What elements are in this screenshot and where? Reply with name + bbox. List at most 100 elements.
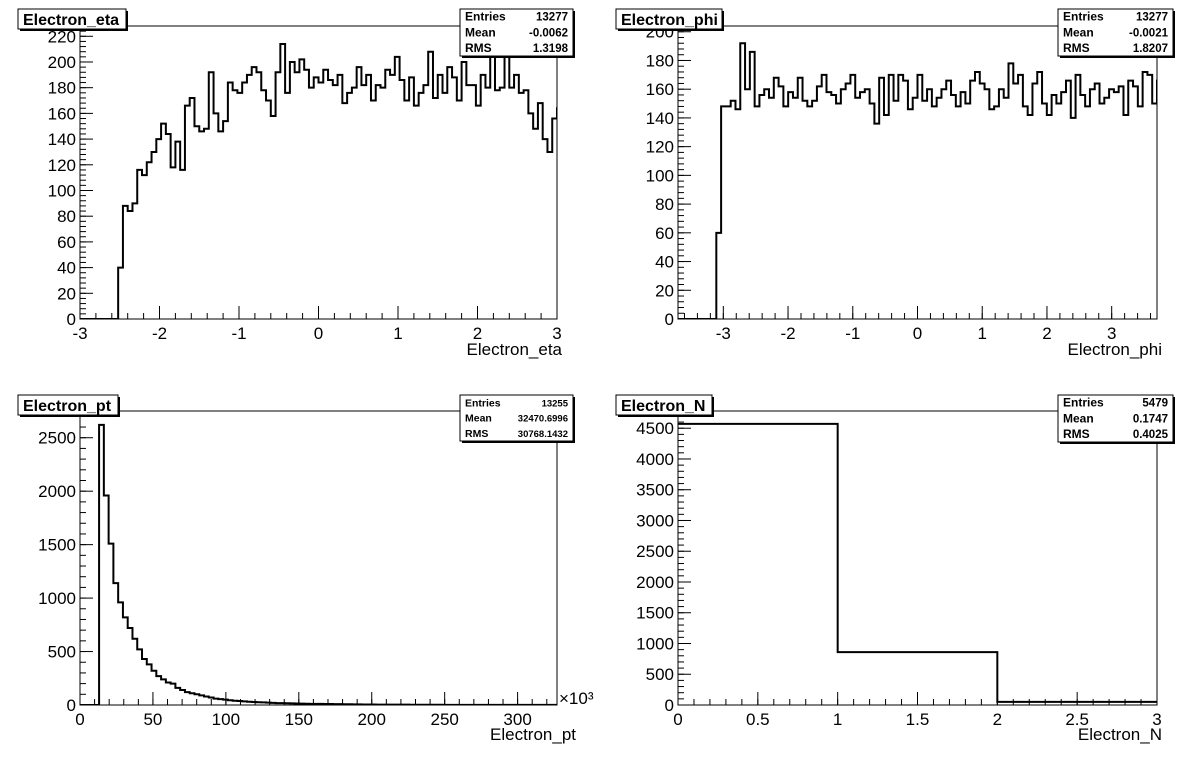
histogram-bin: [1109, 89, 1114, 319]
histogram-bin: [1191, 106, 1196, 319]
histogram-bin: [142, 659, 147, 705]
histogram-bin: [961, 92, 966, 319]
x-tick-label: -3: [72, 324, 87, 343]
x-tick-label: 0: [75, 710, 84, 729]
histogram-bin: [256, 72, 261, 319]
histogram-line: [80, 423, 557, 705]
histogram-bin: [605, 188, 610, 319]
y-tick-label: 200: [48, 53, 76, 72]
histogram-bin: [989, 109, 994, 319]
y-tick-label: 4500: [636, 419, 674, 438]
histogram-bin: [846, 83, 851, 319]
histogram-bin: [798, 78, 803, 319]
histogram-bin: [769, 98, 774, 319]
histogram-bin: [237, 93, 242, 319]
x-tick-label: -2: [152, 324, 167, 343]
histogram-bin: [831, 95, 836, 319]
stats-box: [1057, 8, 1174, 57]
histogram-bin: [586, 149, 591, 319]
histogram-bin: [543, 139, 548, 319]
histogram-bin: [252, 67, 257, 319]
stats-label-entries: Entries: [1063, 396, 1104, 410]
x-tick-label: -2: [780, 324, 795, 343]
histogram-bin: [937, 98, 942, 319]
stats-value-rms: 0.4025: [1133, 429, 1169, 441]
histogram-bin: [841, 89, 846, 319]
histogram-bin: [678, 424, 838, 705]
histogram-bin: [247, 75, 252, 319]
y-tick-label: 140: [48, 130, 76, 149]
x-axis-title: Electron_pt: [490, 725, 576, 744]
stats-box: [1057, 394, 1174, 443]
histogram-bin: [1080, 95, 1085, 319]
histogram-bin: [533, 129, 538, 319]
histogram-bin: [347, 93, 352, 319]
histogram-bin: [404, 101, 409, 319]
x-tick-label: -3: [716, 324, 731, 343]
y-tick-label: 160: [646, 80, 674, 99]
histogram-bin: [242, 83, 247, 319]
histogram-bin: [1104, 98, 1109, 319]
histogram-bin: [764, 89, 769, 319]
histogram-bin: [509, 88, 514, 319]
histogram-bin: [447, 67, 452, 319]
y-tick-label: 180: [48, 79, 76, 98]
histogram-bin: [956, 106, 961, 319]
histogram-bin: [152, 152, 157, 319]
histogram-bin: [913, 98, 918, 319]
histogram-bin: [1095, 83, 1100, 319]
stats-label-entries: Entries: [1063, 10, 1104, 24]
histogram-bin: [1047, 115, 1052, 319]
x-tick-label: 0: [314, 324, 323, 343]
histogram-bin: [812, 101, 817, 319]
histogram-bin: [600, 190, 605, 319]
chart-title: Electron_phi: [621, 12, 718, 29]
histogram-bin: [614, 216, 619, 319]
histogram-bin: [1009, 63, 1014, 319]
histogram-bin: [884, 115, 889, 319]
y-tick-label: 120: [646, 138, 674, 157]
y-tick-label: 4000: [636, 450, 674, 469]
histogram-bin: [1085, 106, 1090, 319]
histogram-bin: [788, 92, 793, 319]
title-box: [615, 394, 713, 416]
y-tick-label: 1500: [38, 536, 76, 555]
histogram-bin: [870, 104, 875, 319]
y-tick-label: 40: [655, 253, 674, 272]
histogram-bin: [567, 167, 572, 319]
y-tick-label: 3000: [636, 511, 674, 530]
histogram-bin: [161, 124, 166, 319]
histogram-bin: [1176, 101, 1181, 319]
histogram-bin: [156, 676, 161, 705]
stats-label-mean: Mean: [465, 25, 496, 39]
x-tick-label: 0.5: [746, 710, 770, 729]
histogram-bin: [290, 62, 295, 319]
y-tick-label: 100: [48, 181, 76, 200]
histogram-bin: [357, 67, 362, 319]
histogram-bin: [500, 88, 505, 319]
x-tick-label: 3: [1107, 324, 1116, 343]
x-tick-label: 2: [993, 710, 1002, 729]
histogram-bin: [571, 167, 576, 319]
histogram-bin: [433, 98, 438, 319]
x-tick-label: 1: [977, 324, 986, 343]
histogram-bin: [624, 316, 629, 319]
histogram-bin: [609, 190, 614, 319]
y-tick-label: 0: [67, 696, 76, 715]
y-tick-label: 80: [57, 207, 76, 226]
stats-value-mean: 0.1747: [1133, 413, 1168, 425]
x-tick-label: -1: [231, 324, 246, 343]
x-tick-label: 2: [473, 324, 482, 343]
histogram-bin: [1128, 81, 1133, 319]
y-tick-label: 160: [48, 104, 76, 123]
y-tick-label: 20: [655, 281, 674, 300]
x-tick-label: 0: [673, 710, 682, 729]
histogram-bin: [759, 95, 764, 319]
histogram-bin: [980, 83, 985, 319]
histogram-bin: [1167, 95, 1172, 319]
histogram-bin: [352, 88, 357, 319]
histogram-bin: [975, 72, 980, 319]
stats-box: [459, 8, 574, 57]
histogram-bin: [123, 617, 128, 705]
